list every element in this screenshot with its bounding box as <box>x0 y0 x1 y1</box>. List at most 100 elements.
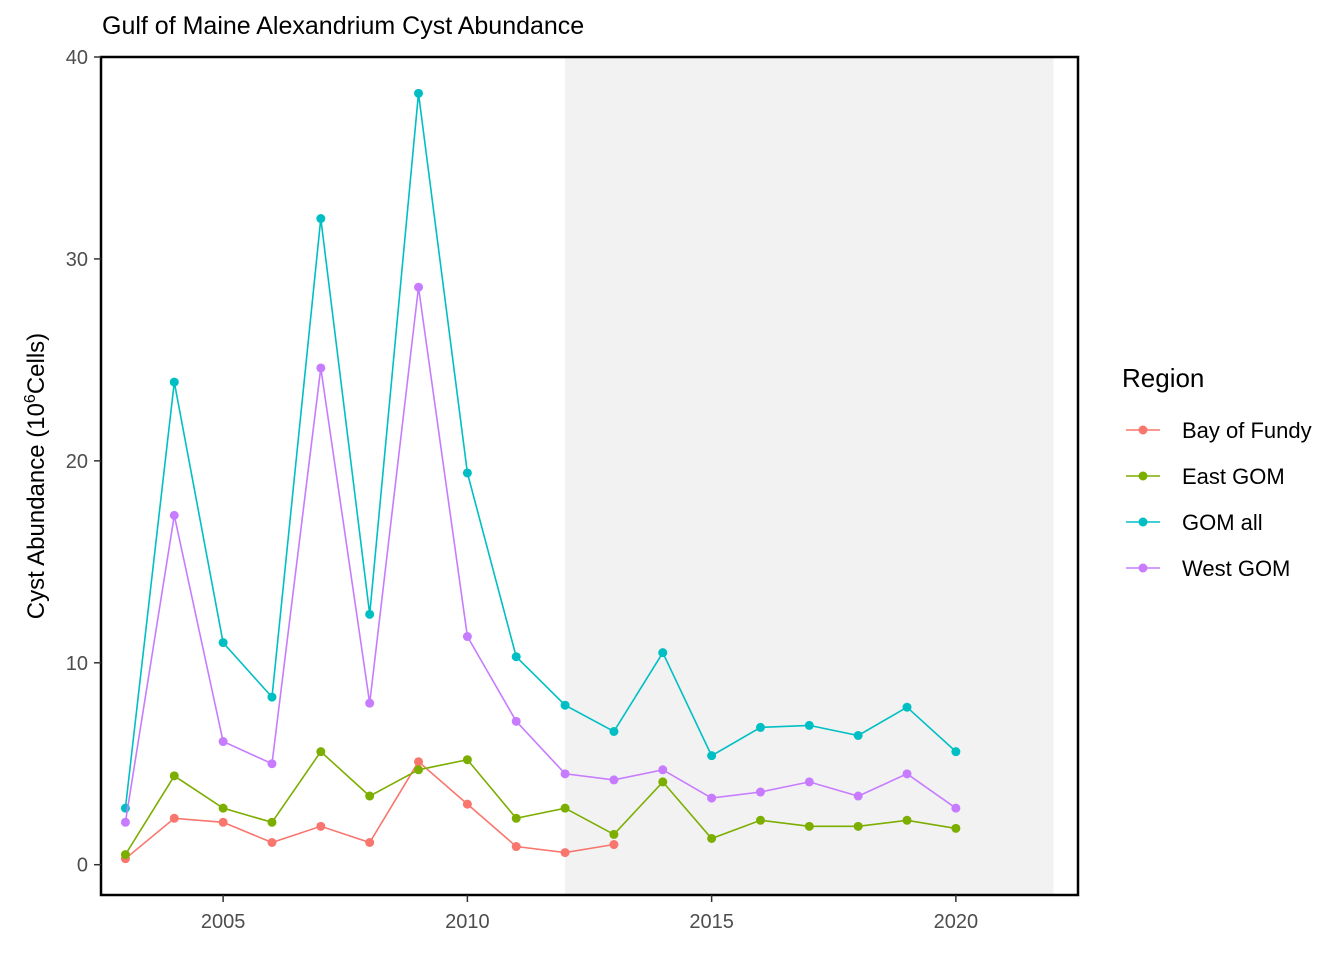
data-point-gom-all <box>902 702 912 712</box>
data-point-bay-of-fundy <box>414 757 424 767</box>
data-point-east-gom <box>560 803 570 813</box>
y-tick-label: 20 <box>66 451 88 473</box>
legend-key-point <box>1138 425 1148 435</box>
series-layer <box>120 88 961 864</box>
data-point-west-gom <box>218 737 228 747</box>
y-axis-title: Cyst Abundance (106Cells) <box>22 333 50 619</box>
data-point-east-gom <box>951 823 961 833</box>
legend-key-point <box>1138 471 1148 481</box>
data-point-gom-all <box>169 377 179 387</box>
legend-item-bay-of-fundy: Bay of Fundy <box>1126 418 1312 443</box>
data-point-west-gom <box>658 765 668 775</box>
data-point-west-gom <box>267 759 277 769</box>
data-point-east-gom <box>169 771 179 781</box>
data-point-gom-all <box>658 648 668 658</box>
shaded-region <box>565 57 1054 895</box>
y-axis-title-superscript: 6 <box>22 394 39 403</box>
series-gom-all <box>120 88 961 813</box>
data-point-gom-all <box>755 722 765 732</box>
legend: Region Bay of Fundy East GOM GOM all West G… <box>1122 363 1312 581</box>
data-point-east-gom <box>658 777 668 787</box>
data-point-west-gom <box>365 698 375 708</box>
x-axis: 2005 2010 2015 2020 <box>201 895 978 933</box>
legend-label: Bay of Fundy <box>1182 418 1312 443</box>
data-point-bay-of-fundy <box>169 813 179 823</box>
data-point-gom-all <box>951 747 961 757</box>
x-tick-label: 2020 <box>934 911 979 933</box>
data-point-east-gom <box>707 833 717 843</box>
data-point-west-gom <box>560 769 570 779</box>
legend-key-point <box>1138 563 1148 573</box>
data-point-west-gom <box>804 777 814 787</box>
data-point-gom-all <box>316 214 326 224</box>
x-tick-label: 2010 <box>445 911 490 933</box>
data-point-east-gom <box>755 815 765 825</box>
legend-item-east-gom: East GOM <box>1126 464 1285 489</box>
data-point-bay-of-fundy <box>316 821 326 831</box>
data-point-gom-all <box>218 638 228 648</box>
data-point-bay-of-fundy <box>267 837 277 847</box>
data-point-gom-all <box>804 720 814 730</box>
data-point-bay-of-fundy <box>511 842 521 852</box>
data-point-west-gom <box>511 716 521 726</box>
series-line-gom-all <box>124 93 957 809</box>
legend-key-point <box>1138 517 1148 527</box>
data-point-bay-of-fundy <box>609 840 619 850</box>
data-point-east-gom <box>853 821 863 831</box>
data-point-gom-all <box>365 609 375 619</box>
series-west-gom <box>120 282 961 827</box>
y-tick-label: 30 <box>66 249 88 271</box>
data-point-west-gom <box>414 282 424 292</box>
data-point-gom-all <box>560 700 570 710</box>
legend-label: GOM all <box>1182 510 1263 535</box>
plot-panel-border <box>99 55 1080 897</box>
series-line-east-gom <box>124 750 957 856</box>
data-point-west-gom <box>316 363 326 373</box>
data-point-east-gom <box>609 829 619 839</box>
x-tick-label: 2015 <box>689 911 734 933</box>
data-point-gom-all <box>707 751 717 761</box>
data-point-east-gom <box>267 817 277 827</box>
legend-label: East GOM <box>1182 464 1285 489</box>
series-line-west-gom <box>124 287 957 823</box>
y-tick-label: 0 <box>77 855 88 877</box>
data-point-bay-of-fundy <box>218 817 228 827</box>
data-point-west-gom <box>169 510 179 520</box>
y-axis-title-suffix: Cells) <box>23 333 50 394</box>
data-point-east-gom <box>218 803 228 813</box>
data-point-west-gom <box>951 803 961 813</box>
x-tick-label: 2005 <box>201 911 246 933</box>
data-point-east-gom <box>462 755 472 765</box>
data-point-east-gom <box>316 747 326 757</box>
data-point-bay-of-fundy <box>560 848 570 858</box>
data-point-gom-all <box>853 730 863 740</box>
data-point-west-gom <box>902 769 912 779</box>
chart-title: Gulf of Maine Alexandrium Cyst Abundance <box>102 12 584 40</box>
y-axis: 0 10 20 30 40 <box>66 47 101 877</box>
data-point-gom-all <box>511 652 521 662</box>
series-bay-of-fundy <box>120 757 619 864</box>
data-point-gom-all <box>609 726 619 736</box>
data-point-east-gom <box>902 815 912 825</box>
data-point-west-gom <box>707 793 717 803</box>
data-point-bay-of-fundy <box>462 799 472 809</box>
y-tick-label: 10 <box>66 653 88 675</box>
legend-item-west-gom: West GOM <box>1126 556 1290 581</box>
y-tick-label: 40 <box>66 47 88 69</box>
data-point-east-gom <box>804 821 814 831</box>
legend-item-gom-all: GOM all <box>1126 510 1263 535</box>
data-point-bay-of-fundy <box>365 837 375 847</box>
data-point-gom-all <box>462 468 472 478</box>
data-point-west-gom <box>462 632 472 642</box>
legend-label: West GOM <box>1182 556 1290 581</box>
data-point-gom-all <box>267 692 277 702</box>
series-east-gom <box>120 747 961 860</box>
data-point-east-gom <box>120 850 130 860</box>
data-point-east-gom <box>414 765 424 775</box>
data-point-west-gom <box>120 817 130 827</box>
data-point-west-gom <box>755 787 765 797</box>
data-point-west-gom <box>853 791 863 801</box>
data-point-east-gom <box>365 791 375 801</box>
data-point-gom-all <box>414 88 424 98</box>
